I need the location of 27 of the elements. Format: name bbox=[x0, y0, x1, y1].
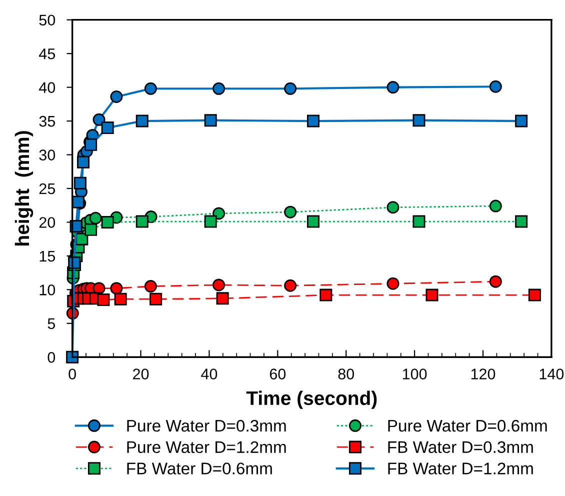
x-axis-title: Time (second) bbox=[246, 390, 377, 409]
x-tick-label: 20 bbox=[133, 368, 149, 380]
x-tick-label: 60 bbox=[270, 368, 286, 380]
x-tick-label: 100 bbox=[402, 368, 427, 380]
y-tick-label: 40 bbox=[39, 82, 56, 93]
legend-label: FB Water D=1.2mm bbox=[388, 462, 533, 474]
x-tick-label: 140 bbox=[540, 368, 564, 380]
y-tick-label: 50 bbox=[39, 14, 56, 26]
y-tick-label: 10 bbox=[40, 284, 56, 296]
y-tick-label: 5 bbox=[48, 318, 56, 330]
x-tick-label: 0 bbox=[68, 368, 76, 380]
y-tick-label: 35 bbox=[39, 116, 56, 127]
x-tick-label: 120 bbox=[471, 368, 496, 380]
y-tick-label: 20 bbox=[39, 217, 56, 228]
y-tick-label: 45 bbox=[39, 48, 56, 60]
y-tick-label: 25 bbox=[39, 183, 56, 194]
legend-label: FB Water D=0.3mm bbox=[388, 441, 533, 454]
y-axis-title: height (mm) bbox=[14, 131, 34, 246]
x-tick-label: 40 bbox=[201, 368, 218, 380]
x-tick-label: 80 bbox=[338, 368, 354, 380]
legend-label: FB Water D=0.6mm bbox=[127, 462, 272, 474]
legend-label: Pure Water D=1.2mm bbox=[127, 441, 286, 454]
y-tick-label: 30 bbox=[39, 150, 56, 160]
legend-label: Pure Water D=0.6mm bbox=[388, 420, 547, 432]
y-tick-label: 0 bbox=[48, 352, 56, 363]
legend-label: Pure Water D=0.3mm bbox=[127, 420, 286, 432]
y-tick-label: 15 bbox=[40, 250, 56, 262]
